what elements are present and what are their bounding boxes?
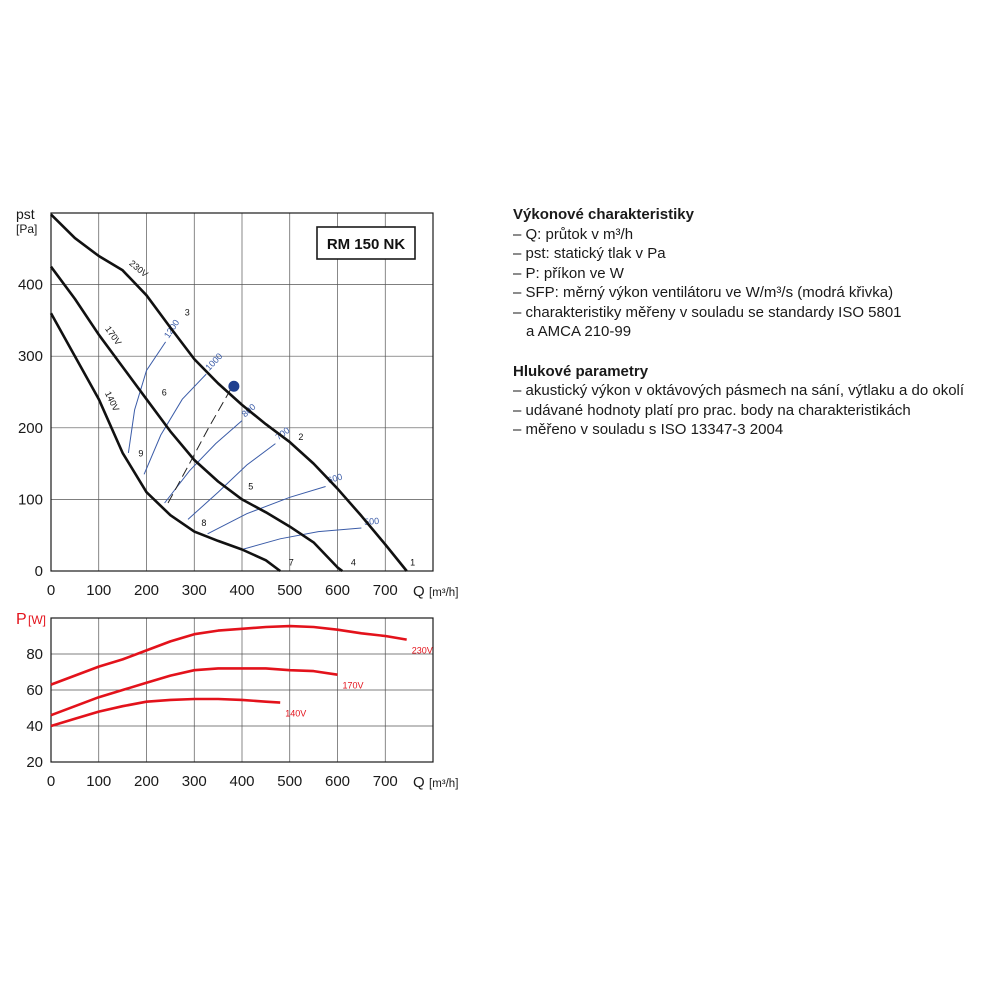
y-tick-label: 60 bbox=[26, 682, 43, 699]
point-label: 3 bbox=[185, 307, 190, 317]
x-tick-label: 500 bbox=[277, 582, 302, 599]
point-label: 8 bbox=[201, 518, 206, 528]
sfp-curve bbox=[207, 486, 326, 535]
performance-note: – P: příkon ve W bbox=[513, 264, 624, 282]
y-tick-label: 100 bbox=[18, 491, 43, 508]
performance-note: – charakteristiky měřeny v souladu se st… bbox=[513, 303, 902, 321]
y-tick-label: 40 bbox=[26, 718, 43, 735]
y-axis-unit: [W] bbox=[28, 613, 46, 627]
voltage-curve bbox=[49, 265, 344, 573]
point-label: 4 bbox=[351, 557, 356, 567]
x-tick-label: 100 bbox=[86, 773, 111, 790]
power-curve-label: 140V bbox=[285, 709, 306, 719]
point-label: 5 bbox=[248, 481, 253, 491]
sfp-curve bbox=[241, 527, 362, 550]
x-tick-label: 100 bbox=[86, 582, 111, 599]
noise-note: – akustický výkon v oktávových pásmech n… bbox=[513, 382, 965, 399]
point-label: 7 bbox=[289, 557, 294, 567]
power-curve bbox=[50, 624, 407, 686]
sfp-curve bbox=[143, 373, 207, 475]
x-axis-label: Q bbox=[413, 774, 425, 791]
point-label: 2 bbox=[298, 432, 303, 442]
noise-heading: Hlukové parametry bbox=[513, 362, 649, 380]
performance-note: – pst: statický tlak v Pa bbox=[513, 245, 666, 262]
voltage-curve bbox=[50, 213, 408, 572]
x-tick-label: 400 bbox=[229, 773, 254, 790]
system-curve bbox=[167, 386, 233, 504]
y-axis-label: P bbox=[16, 611, 27, 628]
performance-heading: Výkonové charakteristiky bbox=[513, 206, 694, 223]
power-curve bbox=[50, 667, 338, 717]
voltage-curve bbox=[49, 312, 281, 573]
y-tick-label: 400 bbox=[18, 277, 43, 294]
power-curve-label: 170V bbox=[343, 681, 364, 691]
power-flow-plot: 0 100 200 300 400 500 600 700 20 40 60 80 P [W] Q [m³/h… bbox=[16, 611, 458, 791]
x-tick-label: 0 bbox=[47, 582, 55, 599]
operating-point bbox=[228, 380, 240, 392]
y-tick-label: 80 bbox=[26, 646, 43, 663]
plot-frame bbox=[50, 617, 434, 763]
performance-note: – Q: průtok v m³/h bbox=[513, 225, 634, 243]
point-label: 6 bbox=[162, 388, 167, 398]
performance-note: – SFP: měrný výkon ventilátoru ve W/m³/s… bbox=[513, 284, 894, 301]
x-tick-label: 300 bbox=[182, 582, 207, 599]
x-tick-label: 700 bbox=[373, 773, 398, 790]
plot-frame bbox=[50, 212, 434, 572]
noise-note: – udávané hodnoty platí pro prac. body n… bbox=[513, 401, 911, 419]
power-curve-label: 230V bbox=[412, 646, 433, 656]
x-tick-label: 700 bbox=[373, 582, 398, 599]
x-tick-label: 500 bbox=[277, 773, 302, 790]
sfp-curve-label: 1000 bbox=[203, 351, 224, 372]
y-axis-unit: [Pa] bbox=[16, 222, 37, 236]
y-tick-label: 300 bbox=[18, 348, 43, 365]
y-axis-label: pst bbox=[16, 206, 35, 222]
x-axis-unit: [m³/h] bbox=[429, 587, 458, 599]
x-tick-label: 300 bbox=[182, 773, 207, 790]
pressure-flow-plot: 0 100 200 300 400 500 600 700 0 100 200 300 400 pst[P… bbox=[16, 206, 458, 600]
power-curve bbox=[50, 697, 281, 728]
voltage-curve-label: 140V bbox=[103, 390, 121, 413]
x-tick-label: 600 bbox=[325, 773, 350, 790]
x-tick-label: 200 bbox=[134, 582, 159, 599]
y-tick-label: 200 bbox=[18, 420, 43, 437]
y-tick-label: 0 bbox=[35, 563, 43, 580]
performance-note: a AMCA 210-99 bbox=[526, 323, 632, 340]
x-axis-label: Q bbox=[413, 583, 425, 600]
chart-title: RM 150 NK bbox=[327, 236, 406, 253]
point-label: 9 bbox=[138, 448, 143, 458]
x-tick-label: 600 bbox=[325, 582, 350, 599]
x-axis-unit: [m³/h] bbox=[429, 778, 458, 790]
sfp-curve bbox=[187, 443, 276, 520]
x-tick-label: 0 bbox=[47, 773, 55, 790]
sfp-curve-label: 500 bbox=[364, 516, 380, 527]
noise-note: – měřeno v souladu s ISO 13347-3 2004 bbox=[513, 421, 784, 438]
model-box bbox=[316, 226, 416, 260]
point-label: 1 bbox=[410, 557, 415, 567]
y-tick-label: 20 bbox=[26, 754, 43, 771]
x-tick-label: 400 bbox=[229, 582, 254, 599]
chart-notes: Výkonové charakteristiky – Q: průtok v m… bbox=[513, 205, 993, 440]
x-tick-label: 200 bbox=[134, 773, 159, 790]
